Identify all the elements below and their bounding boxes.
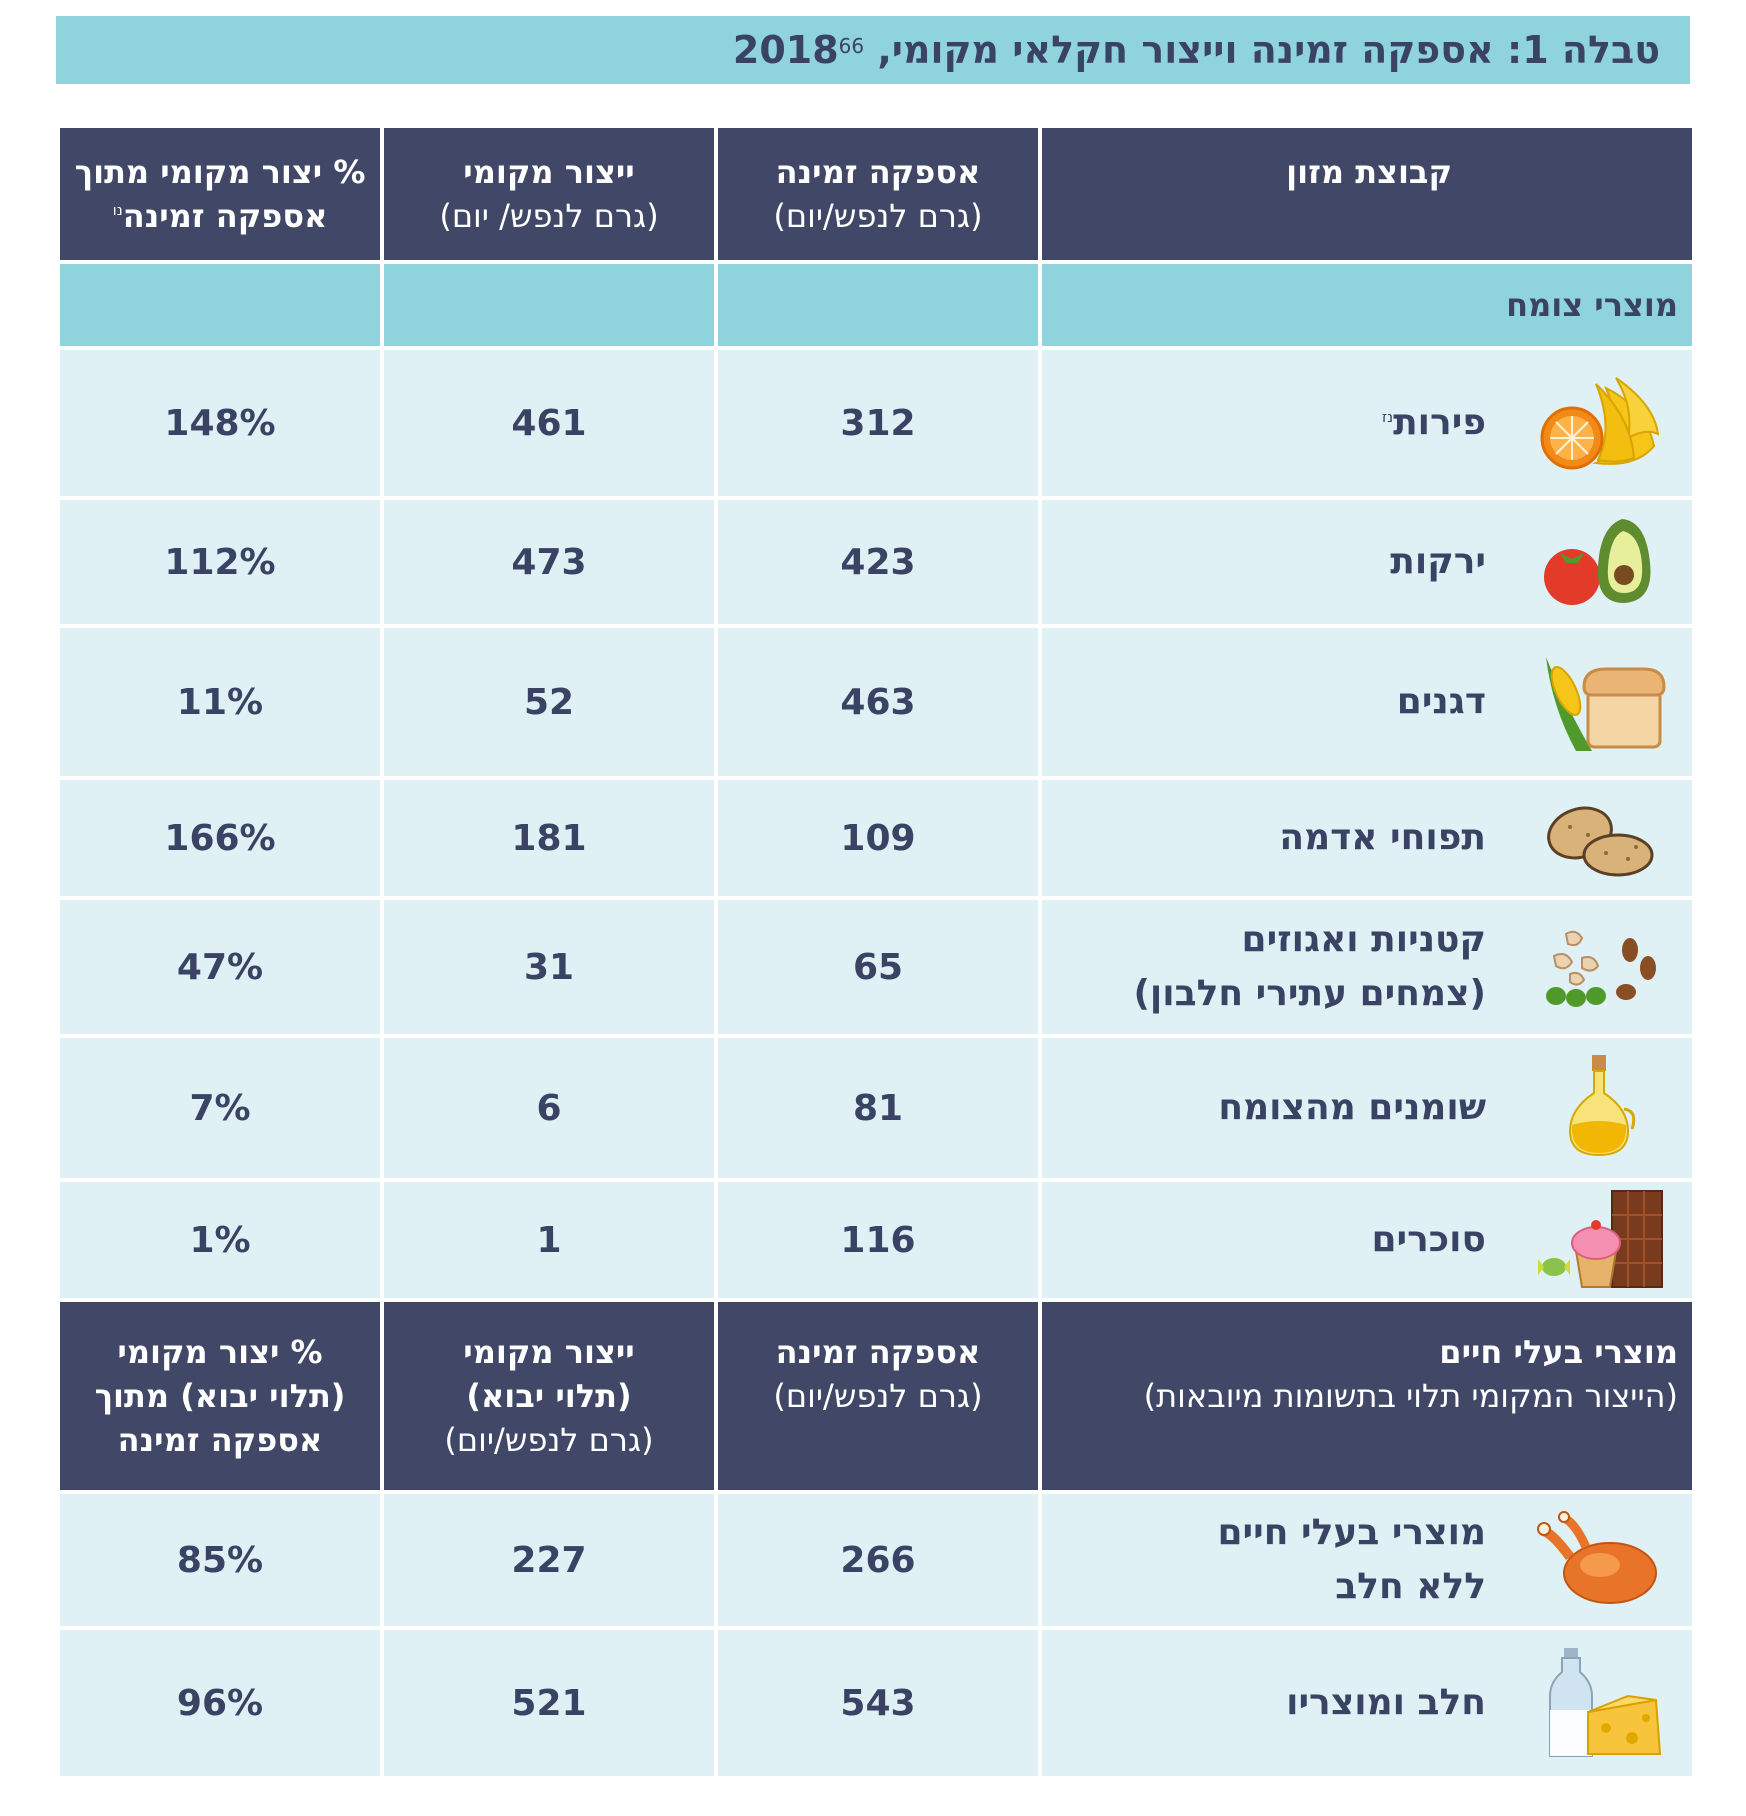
production-value: 461 [380,346,718,500]
table-row: מוצרי בעלי חיים ללא חלב 266 227 85% [56,1490,1696,1630]
oil-bottle-icon [1568,1055,1636,1157]
grains-icon [1546,657,1666,751]
nuts-legumes-icon [1546,930,1656,1007]
percent-value: 1% [56,1178,384,1302]
table-row: ירקות 423 473 112% [56,496,1696,628]
supply-table: קבוצת מזון אספקה זמינה (גרם לנפש/יום) ייצ… [56,124,1696,1780]
percent-value: 148% [56,346,384,500]
supply-value: 463 [714,624,1042,780]
footnote-ref: נז [1381,408,1394,426]
production-value: 181 [380,776,718,900]
supply-value: 116 [714,1178,1042,1302]
food-name-sub: (צמחים עתירי חלבון) [1133,973,1486,1014]
food-name: שומנים מהצומח [1218,1087,1486,1128]
food-name-cell: דגנים [1038,624,1696,780]
milk-cheese-icon [1549,1648,1662,1757]
section-row-plant: מוצרי צומח [56,260,1696,350]
production-value: 52 [380,624,718,780]
table-row: פירותנז 312 461 148% [56,346,1696,500]
header-supply: אספקה זמינה (גרם לנפש/יום) [714,1298,1042,1494]
percent-value: 85% [56,1490,384,1630]
section-label-plant: מוצרי צומח [1038,260,1696,350]
supply-value: 423 [714,496,1042,628]
food-name: דגנים [1396,681,1486,722]
production-value: 227 [380,1490,718,1630]
header-animal-group: מוצרי בעלי חיים (הייצור המקומי תלוי בתשומ… [1038,1298,1696,1494]
title-text: טבלה 1: אספקה זמינה וייצור חקלאי מקומי, … [732,28,1660,72]
food-name: חלב ומוצריו [1286,1682,1486,1723]
food-name-cell: פירותנז [1038,346,1696,500]
food-name: סוכרים [1371,1219,1486,1260]
food-name-cell: חלב ומוצריו [1038,1626,1696,1780]
potato-icon [1547,806,1654,877]
roast-chicken-icon [1537,1511,1657,1604]
table-row: שומנים מהצומח 81 6 7% [56,1034,1696,1182]
percent-value: 47% [56,896,384,1038]
supply-value: 266 [714,1490,1042,1630]
table-row: חלב ומוצריו 543 521 96% [56,1626,1696,1780]
percent-value: 11% [56,624,384,780]
food-name-cell: שומנים מהצומח [1038,1034,1696,1182]
page-title: טבלה 1: אספקה זמינה וייצור חקלאי מקומי, … [733,26,1660,74]
production-value: 473 [380,496,718,628]
food-name-cell: סוכרים [1038,1178,1696,1302]
percent-value: 112% [56,496,384,628]
food-name: מוצרי בעלי חיים [1217,1512,1486,1553]
food-name: פירות [1393,402,1486,443]
table-row: דגנים 463 52 11% [56,624,1696,780]
supply-value: 81 [714,1034,1042,1182]
production-value: 521 [380,1626,718,1780]
table-row: תפוחי אדמה 109 181 166% [56,776,1696,900]
percent-value: 7% [56,1034,384,1182]
food-name: קטניות ואגוזים [1241,919,1486,960]
header-production: ייצור מקומי (גרם לנפש/ יום) [380,124,718,264]
food-name-cell: תפוחי אדמה [1038,776,1696,900]
title-footnote-ref: 66 [838,34,865,58]
production-value: 31 [380,896,718,1038]
table-row: קטניות ואגוזים (צמחים עתירי חלבון) 65 31 … [56,896,1696,1038]
section-cell [56,260,384,350]
section-cell [380,260,718,350]
header-production-import: ייצור מקומי (תלוי יבוא) (גרם לנפש/יום) [380,1298,718,1494]
header-food-group: קבוצת מזון [1038,124,1696,264]
title-bar: טבלה 1: אספקה זמינה וייצור חקלאי מקומי, … [56,16,1690,84]
fruit-icon [1540,377,1660,470]
food-name: תפוחי אדמה [1279,817,1486,858]
percent-value: 166% [56,776,384,900]
food-name: ירקות [1390,541,1486,582]
table-row: סוכרים 116 1 1% [56,1178,1696,1302]
header-row: קבוצת מזון אספקה זמינה (גרם לנפש/יום) ייצ… [56,124,1696,264]
percent-value: 96% [56,1626,384,1780]
food-name-cell: ירקות [1038,496,1696,628]
section-cell [714,260,1042,350]
supply-value: 543 [714,1626,1042,1780]
sweets-icon [1538,1190,1663,1288]
header-percent: % יצור מקומי מתוך אספקה זמינהנו [56,124,384,264]
vegetables-icon [1544,519,1651,605]
header-supply: אספקה זמינה (גרם לנפש/יום) [714,124,1042,264]
production-value: 1 [380,1178,718,1302]
production-value: 6 [380,1034,718,1182]
header-row-animal: מוצרי בעלי חיים (הייצור המקומי תלוי בתשומ… [56,1298,1696,1494]
food-name-sub: ללא חלב [1335,1566,1486,1607]
header-percent-import: % יצור מקומי (תלוי יבוא) מתוך אספקה זמינה [56,1298,384,1494]
supply-value: 65 [714,896,1042,1038]
food-name-cell: מוצרי בעלי חיים ללא חלב [1038,1490,1696,1630]
supply-value: 312 [714,346,1042,500]
supply-value: 109 [714,776,1042,900]
food-name-cell: קטניות ואגוזים (צמחים עתירי חלבון) [1038,896,1696,1038]
